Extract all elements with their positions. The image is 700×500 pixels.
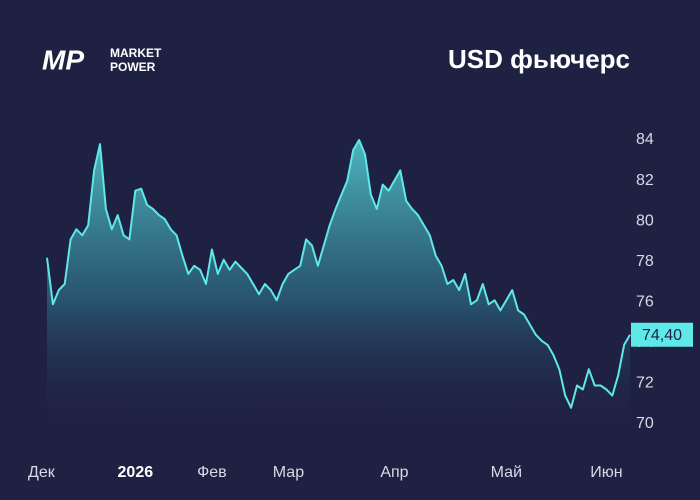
x-tick-label: Фев — [197, 464, 227, 481]
logo-text: MARKET — [110, 46, 162, 60]
y-tick-label: 78 — [636, 253, 654, 270]
y-tick-label: 76 — [636, 294, 654, 311]
x-tick-label: Апр — [380, 464, 408, 481]
y-tick-label: 82 — [636, 172, 654, 189]
area-fill — [47, 140, 630, 432]
x-tick-label: 2026 — [118, 464, 154, 481]
logo-text: POWER — [110, 60, 156, 74]
y-tick-label: 80 — [636, 212, 654, 229]
x-tick-label: Июн — [590, 464, 622, 481]
price-tag — [631, 322, 693, 347]
y-tick-label: 72 — [636, 375, 654, 392]
y-tick-label: 84 — [636, 131, 654, 148]
price-label: 74,40 — [642, 327, 682, 344]
logo-mark: MP — [42, 44, 84, 75]
x-tick-label: Дек — [28, 464, 56, 481]
x-tick-label: Май — [491, 464, 522, 481]
line — [46, 139, 631, 409]
x-tick-label: Мар — [273, 464, 304, 481]
y-tick-label: 70 — [636, 415, 654, 432]
chart-title: USD фьючерс — [448, 44, 630, 74]
